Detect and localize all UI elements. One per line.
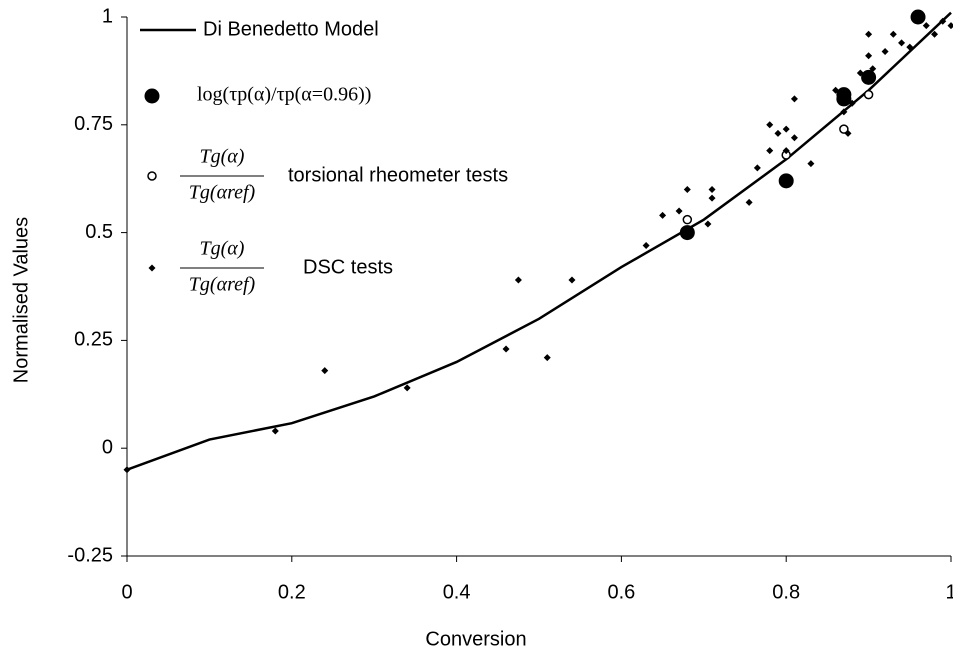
- data-point: [403, 384, 411, 392]
- data-point: [766, 121, 774, 129]
- legend-formula-numerator: Tg(α): [200, 238, 245, 260]
- y-tick-label: 0.75: [74, 113, 113, 135]
- legend-formula-numerator: Tg(α): [200, 146, 245, 168]
- data-point: [782, 147, 790, 155]
- data-point: [778, 173, 794, 189]
- data-point: [123, 466, 131, 474]
- data-point: [543, 354, 551, 362]
- x-tick-label: 1: [945, 581, 953, 603]
- data-point: [898, 39, 906, 47]
- x-tick-label: 0.2: [278, 581, 306, 603]
- y-tick-label: 0.25: [74, 329, 113, 351]
- data-point: [865, 52, 873, 60]
- x-tick-label: 0: [121, 581, 132, 603]
- data-point: [807, 160, 815, 168]
- y-axis-label: Normalised Values: [10, 217, 32, 383]
- data-point: [881, 47, 889, 55]
- data-point: [514, 276, 522, 284]
- model-line: [126, 11, 952, 471]
- data-point: [856, 69, 864, 77]
- legend-marker: [148, 264, 156, 272]
- data-point: [848, 99, 856, 107]
- y-tick-label: 0.5: [85, 221, 113, 243]
- legend-formula-denominator: Tg(αref): [189, 182, 256, 204]
- data-point: [836, 87, 852, 103]
- data-point: [832, 86, 840, 94]
- data-point: [790, 134, 798, 142]
- x-tick-label: 0.6: [607, 581, 635, 603]
- legend-label: Di Benedetto Model: [203, 18, 379, 40]
- data-point: [844, 129, 852, 137]
- data-point: [682, 214, 693, 225]
- data-point: [704, 220, 712, 228]
- data-point: [947, 22, 953, 30]
- legend-label: DSC tests: [303, 256, 393, 278]
- data-point: [679, 225, 695, 241]
- data-point: [782, 125, 790, 133]
- legend-label: log(τp(α)/τp(α=0.96)): [197, 84, 371, 106]
- y-tick-label: 0: [102, 436, 113, 458]
- data-point: [321, 367, 329, 375]
- data-point: [790, 95, 798, 103]
- data-point: [568, 276, 576, 284]
- data-point: [865, 30, 873, 38]
- data-point: [889, 30, 897, 38]
- data-point: [906, 43, 914, 51]
- data-point: [869, 65, 877, 73]
- y-tick-label: -0.25: [67, 544, 113, 566]
- legend-marker: [144, 88, 160, 104]
- data-point: [774, 129, 782, 137]
- data-point: [939, 17, 947, 25]
- data-point: [708, 185, 716, 193]
- data-point: [840, 108, 848, 116]
- data-point: [839, 124, 849, 134]
- legend-marker: [147, 171, 157, 181]
- legend-label: torsional rheometer tests: [288, 164, 508, 186]
- data-point: [683, 185, 691, 193]
- legend-formula-denominator: Tg(αref): [189, 274, 256, 296]
- data-point: [271, 427, 279, 435]
- data-point: [659, 211, 667, 219]
- data-point: [922, 22, 930, 30]
- data-point: [931, 30, 939, 38]
- data-point: [863, 89, 874, 100]
- data-point: [861, 69, 877, 85]
- y-tick-label: 1: [102, 5, 113, 27]
- data-point: [642, 242, 650, 250]
- x-axis-label: Conversion: [425, 628, 526, 650]
- data-point: [708, 194, 716, 202]
- data-point: [502, 345, 510, 353]
- data-point: [910, 9, 926, 25]
- data-point: [675, 207, 683, 215]
- x-tick-label: 0.8: [772, 581, 800, 603]
- data-point: [753, 164, 761, 172]
- data-point: [745, 198, 753, 206]
- data-point: [766, 147, 774, 155]
- x-tick-label: 0.4: [443, 581, 471, 603]
